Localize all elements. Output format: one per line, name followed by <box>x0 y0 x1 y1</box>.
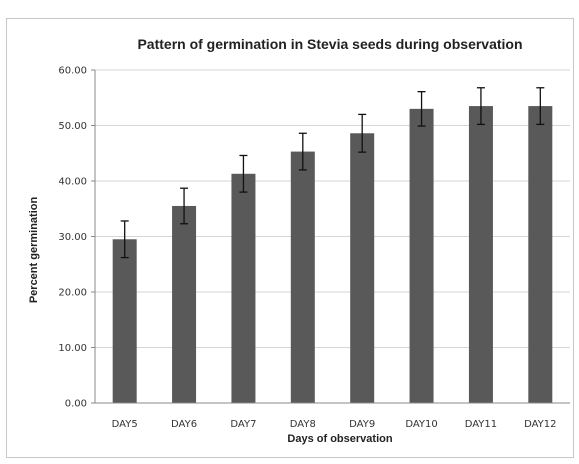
bar <box>468 106 493 403</box>
y-axis-title: Percent germination <box>28 197 40 304</box>
x-tick-label: DAY10 <box>405 419 437 430</box>
y-tick-label: 10.00 <box>58 343 87 354</box>
gridlines <box>95 69 570 348</box>
error-bars <box>120 87 545 259</box>
y-tick-label: 0.00 <box>65 399 87 410</box>
bar <box>409 108 434 403</box>
y-tick-label: 30.00 <box>58 232 87 243</box>
x-tick-label: DAY12 <box>524 419 556 430</box>
y-tick-label: 20.00 <box>58 288 87 299</box>
chart-title: Pattern of germination in Stevia seeds d… <box>137 36 522 52</box>
bar <box>231 173 256 403</box>
y-tick-label: 50.00 <box>58 121 87 132</box>
bar <box>350 133 375 403</box>
bar <box>172 205 197 403</box>
y-axis-ticks: 0.00 10.00 20.00 30.00 40.00 50.00 60.00 <box>58 66 95 410</box>
x-tick-label: DAY5 <box>112 419 138 430</box>
x-tick-label: DAY11 <box>465 419 497 430</box>
y-tick-label: 60.00 <box>58 66 87 77</box>
bar <box>290 151 315 403</box>
x-tick-label: DAY9 <box>349 419 375 430</box>
x-tick-label: DAY6 <box>171 419 197 430</box>
x-axis-ticks: DAY5 DAY6 DAY7 DAY8 DAY9 DAY10 DAY11 DAY12 <box>112 419 557 430</box>
x-tick-label: DAY8 <box>290 419 316 430</box>
bar <box>112 239 137 403</box>
bars <box>112 106 553 403</box>
x-axis-title: Days of observation <box>287 433 392 445</box>
y-tick-label: 40.00 <box>58 177 87 188</box>
bar <box>528 106 553 403</box>
x-tick-label: DAY7 <box>230 419 256 430</box>
